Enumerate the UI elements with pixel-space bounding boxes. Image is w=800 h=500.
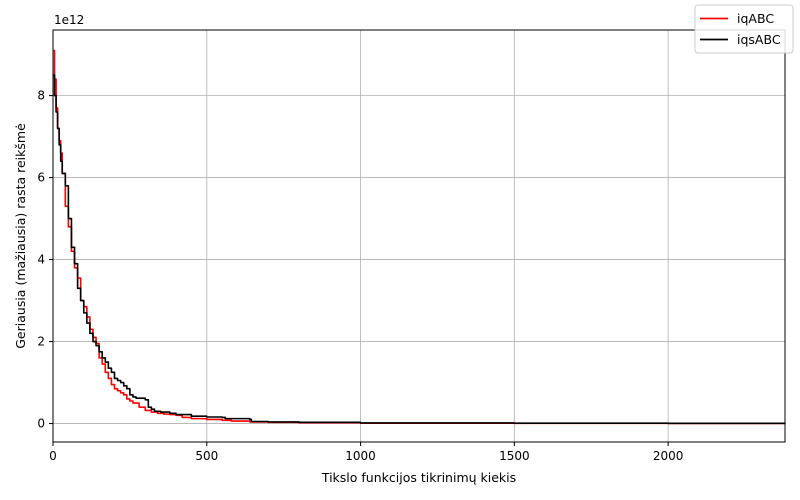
x-tick-label: 2000 [653,449,684,463]
plot-background [53,30,785,442]
x-tick-label: 500 [195,449,218,463]
y-axis-title: Geriausia (mažiausia) rasta reikšmė [13,123,28,349]
series-layer [53,49,786,425]
legend-label-iqsabc: iqsABC [737,32,781,47]
x-axis-title: Tikslo funkcijos tikrinimų kiekis [321,470,516,485]
legend-box [694,4,794,54]
x-axis-ticks: 0 500 1000 1500 2000 [49,442,683,463]
y-tick-label: 8 [37,89,45,103]
series-line-iqabc [53,49,786,425]
plot-frame [52,29,786,443]
legend-label-iqabc: iqABC [737,11,774,26]
x-tick-label: 0 [49,449,57,463]
y-tick-label: 2 [37,335,45,349]
legend: iqABC iqsABC [694,4,794,54]
y-tick-label: 0 [37,417,45,431]
x-tick-label: 1500 [499,449,530,463]
series-line-iqsabc [53,74,786,425]
y-axis-ticks: 0 2 4 6 8 [37,89,53,431]
y-tick-label: 6 [37,171,45,185]
y-offset-label: 1e12 [54,13,84,27]
x-tick-label: 1000 [345,449,376,463]
y-tick-label: 4 [37,253,45,267]
